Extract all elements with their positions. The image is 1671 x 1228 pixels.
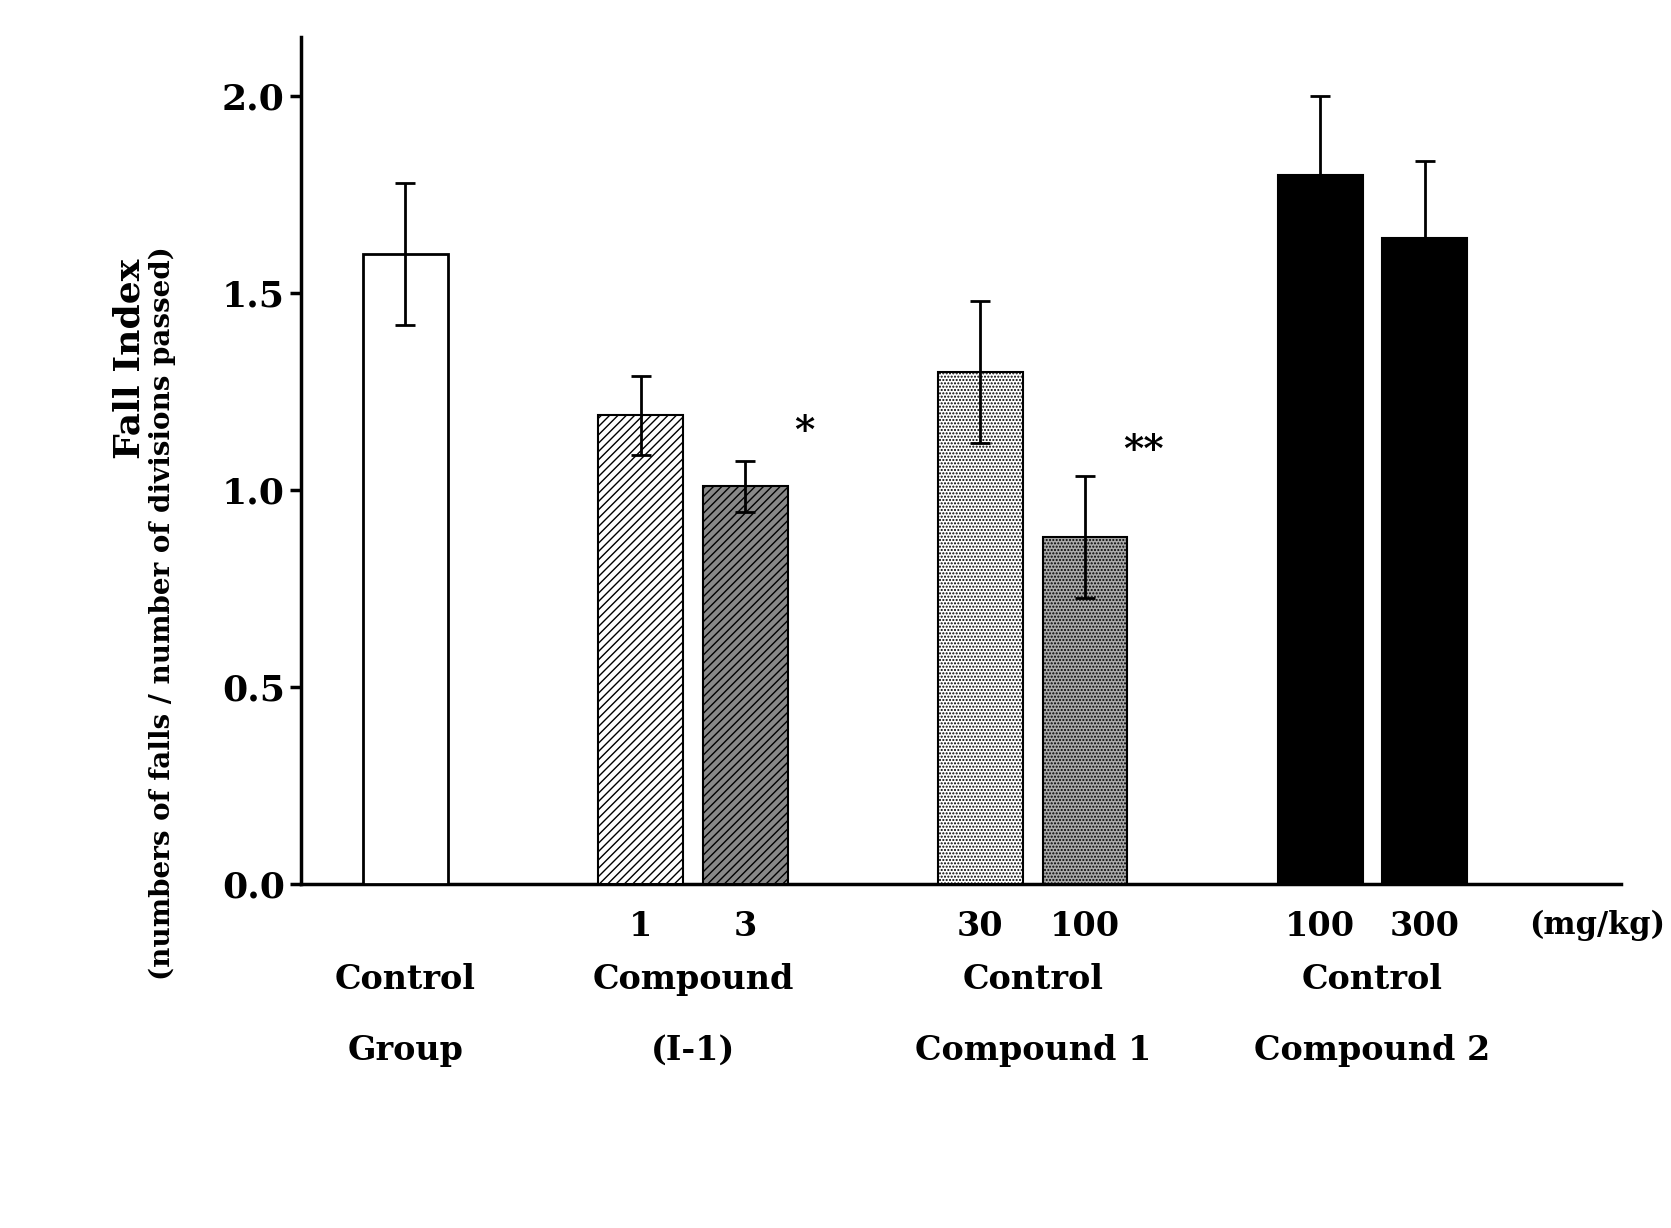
Text: (mg/kg): (mg/kg) (1529, 910, 1666, 941)
Text: 100: 100 (1285, 910, 1355, 943)
Text: Compound 2: Compound 2 (1255, 1034, 1491, 1067)
Text: Control: Control (1302, 963, 1444, 996)
Text: *: * (794, 413, 814, 451)
Bar (363, 254, 448, 884)
Text: Fall Index: Fall Index (112, 259, 145, 459)
Bar (703, 486, 787, 884)
Text: (I-1): (I-1) (650, 1034, 735, 1067)
Bar (937, 372, 1023, 884)
Text: Compound 1: Compound 1 (914, 1034, 1151, 1067)
Text: 3: 3 (734, 910, 757, 943)
Text: (numbers of falls / number of divisions passed): (numbers of falls / number of divisions … (149, 246, 175, 980)
Text: **: ** (1123, 432, 1165, 470)
Text: 30: 30 (957, 910, 1004, 943)
Text: 1: 1 (628, 910, 652, 943)
Text: Control: Control (334, 963, 476, 996)
Text: Group: Group (348, 1034, 463, 1067)
Text: 300: 300 (1390, 910, 1460, 943)
Bar (1278, 174, 1364, 884)
Bar (1043, 538, 1128, 884)
Text: Compound: Compound (592, 963, 794, 996)
Bar (598, 415, 683, 884)
Text: Control: Control (962, 963, 1103, 996)
Bar (1382, 238, 1467, 884)
Text: 100: 100 (1049, 910, 1120, 943)
